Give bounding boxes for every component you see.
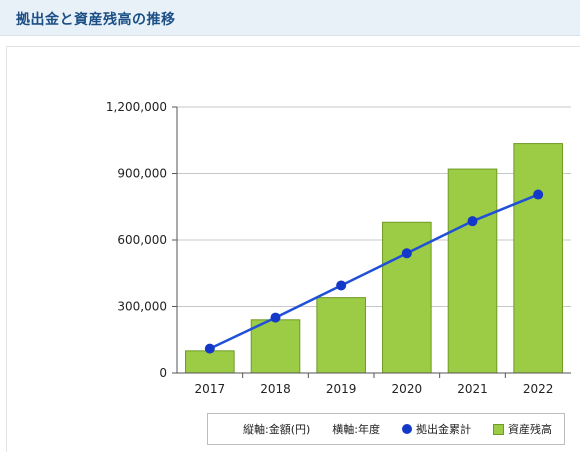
- legend-bar-swatch-icon: [493, 423, 504, 435]
- line-cumulative-contribution: [209, 193, 539, 350]
- bar-2020: [382, 221, 432, 374]
- chart-header: 拠出金と資産残高の推移: [0, 0, 580, 36]
- legend-line-text: 拠出金累計: [416, 423, 471, 436]
- legend-line-marker-icon: [402, 424, 412, 434]
- line-point-2019: [336, 280, 347, 291]
- line-point-2020: [401, 248, 412, 259]
- x-tick-label: 2017: [195, 382, 226, 396]
- bar-2022: [513, 143, 563, 374]
- legend-vertical-axis: 縦軸:金額(円): [243, 421, 310, 437]
- y-tick-label: 600,000: [117, 233, 167, 247]
- line-point-2017: [204, 343, 215, 354]
- chart-legend: 縦軸:金額(円) 横軸:年度 拠出金累計 資産残高: [207, 413, 565, 445]
- y-tick-label: 1,200,000: [106, 100, 167, 114]
- grid-lines: [177, 106, 571, 307]
- y-tick-label: 900,000: [117, 167, 167, 181]
- y-tick-label: 0: [159, 366, 167, 380]
- x-tick-label: 2019: [326, 382, 357, 396]
- bar-2021: [447, 168, 498, 374]
- line-point-2022: [533, 189, 544, 200]
- y-tick-label: 300,000: [117, 300, 167, 314]
- legend-line-entry: 拠出金累計: [402, 421, 471, 437]
- x-tick-label: 2018: [260, 382, 291, 396]
- page-title: 拠出金と資産残高の推移: [16, 12, 176, 28]
- line-point-2021: [467, 216, 478, 227]
- line-series: [204, 189, 544, 354]
- legend-vertical-axis-text: 縦軸:金額(円): [242, 423, 311, 436]
- bar-2019: [316, 297, 366, 374]
- x-tick-label: 2020: [392, 382, 423, 396]
- legend-horizontal-axis: 横軸:年度: [332, 421, 380, 437]
- legend-bar-entry: 資産残高: [493, 421, 552, 437]
- legend-bar-text: 資産残高: [508, 423, 552, 436]
- axes: [172, 106, 571, 378]
- line-point-2018: [270, 312, 281, 323]
- bar-2018: [250, 319, 301, 374]
- tick-labels: 0 300,000 600,000 900,000 1,200,000 2017 2018 2…: [106, 100, 554, 396]
- bar-2017: [185, 350, 235, 374]
- legend-horizontal-axis-text: 横軸:年度: [332, 423, 380, 436]
- x-tick-label: 2021: [457, 382, 488, 396]
- bar-series: [185, 143, 563, 374]
- x-tick-label: 2022: [523, 382, 554, 396]
